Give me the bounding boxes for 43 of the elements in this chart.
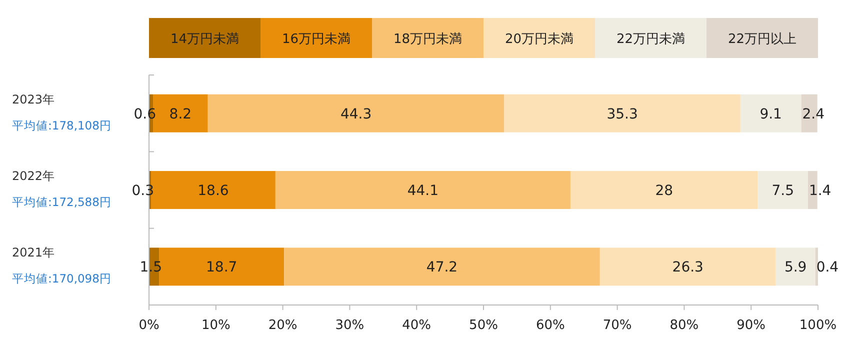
data-label: 0.4 xyxy=(816,260,839,276)
data-label: 8.2 xyxy=(169,106,192,122)
bar xyxy=(159,248,284,286)
bar xyxy=(758,171,808,209)
data-label: 7.5 xyxy=(772,183,794,199)
x-tick-label: 10% xyxy=(201,318,230,333)
bar xyxy=(151,171,276,209)
bar xyxy=(504,94,740,132)
text: 平均値:170,098円 xyxy=(12,272,112,286)
text: 平均値:172,588円 xyxy=(12,195,112,209)
data-label: 26.3 xyxy=(672,260,704,276)
bar xyxy=(740,94,802,132)
bar xyxy=(600,248,776,286)
y-tick-label: 2022年 xyxy=(12,169,55,183)
data-label: 44.1 xyxy=(407,183,439,199)
bar xyxy=(776,248,816,286)
x-tick-label: 30% xyxy=(335,318,364,333)
data-label: 2.4 xyxy=(802,106,825,122)
data-label: 18.6 xyxy=(198,183,229,199)
bar xyxy=(570,171,758,209)
data-label: 28 xyxy=(655,183,674,199)
text: 平均値:178,108円 xyxy=(12,118,112,132)
x-tick-label: 40% xyxy=(402,318,432,333)
data-label: 47.2 xyxy=(426,260,458,276)
x-tick-label: 70% xyxy=(602,318,632,333)
x-tick-label: 100% xyxy=(799,318,837,333)
x-tick-label: 50% xyxy=(469,318,498,333)
data-label: 1.4 xyxy=(808,183,832,199)
y-tick-label: 2023年 xyxy=(12,92,55,106)
x-tick-label: 90% xyxy=(736,318,766,333)
data-label: 35.3 xyxy=(606,106,638,122)
x-tick-label: 0% xyxy=(138,318,160,333)
data-label: 18.7 xyxy=(206,260,238,276)
data-label: 9.1 xyxy=(760,106,782,122)
data-label: 44.3 xyxy=(340,106,372,122)
bar xyxy=(275,171,570,209)
data-label: 5.9 xyxy=(784,260,807,276)
bar xyxy=(284,248,600,286)
x-tick-label: 60% xyxy=(536,318,565,333)
y-tick-label: 2021年 xyxy=(12,246,55,260)
bar xyxy=(208,94,504,132)
x-tick-label: 80% xyxy=(670,318,699,333)
x-tick-label: 20% xyxy=(268,318,298,333)
